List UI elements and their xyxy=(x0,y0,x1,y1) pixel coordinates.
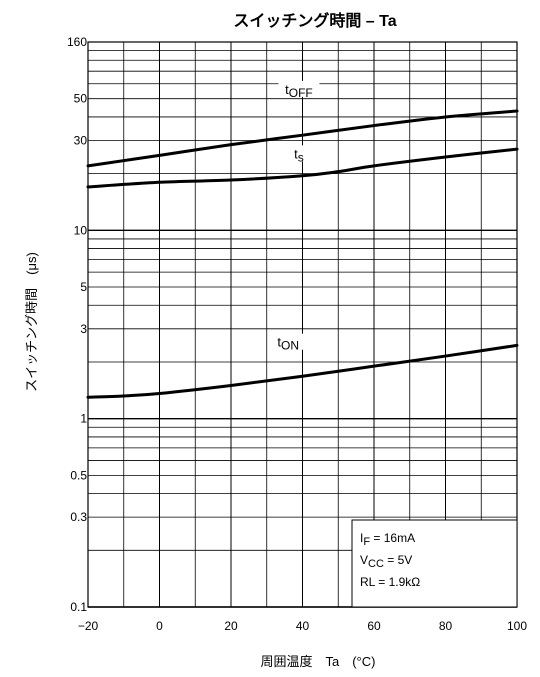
x-tick-label: 20 xyxy=(224,619,238,633)
x-tick-label: 0 xyxy=(156,619,163,633)
series-label: tOFF xyxy=(285,82,313,100)
y-tick-label: 50 xyxy=(74,92,88,106)
y-tick-labels: 0.1 0.3 0.5 1 3 5 10 30 50 160 xyxy=(67,35,87,614)
condition-line: VCC = 5V xyxy=(360,553,412,570)
chart-title: スイッチング時間 – Ta xyxy=(233,11,396,30)
y-tick-label: 5 xyxy=(80,280,87,294)
series-line xyxy=(86,343,519,399)
series-label-bg xyxy=(272,333,305,350)
y-tick-label: 0.1 xyxy=(70,600,87,614)
condition-line: RL = 1.9kΩ xyxy=(360,575,420,589)
series-line xyxy=(86,147,519,189)
x-tick-label: 100 xyxy=(507,619,527,633)
y-tick-label: 3 xyxy=(80,322,87,336)
y-tick-label: 0.5 xyxy=(70,468,87,482)
conditions-box: IF = 16mA VCC = 5V RL = 1.9kΩ xyxy=(351,519,518,608)
y-tick-label: 30 xyxy=(74,133,88,147)
series-label: ts xyxy=(294,146,304,164)
series-toff: tOFF xyxy=(86,80,519,168)
y-tick-label: 0.3 xyxy=(70,510,87,524)
y-tick-label: 10 xyxy=(74,223,88,237)
series-layer: tOFF ts tON xyxy=(86,80,519,399)
x-tick-labels: −20 0 20 40 60 80 100 xyxy=(78,619,528,633)
x-tick-label: 40 xyxy=(296,619,310,633)
series-line xyxy=(86,109,519,168)
series-label-bg xyxy=(278,80,320,97)
y-tick-label: 1 xyxy=(80,412,87,426)
x-tick-label: 80 xyxy=(439,619,453,633)
series-label: tON xyxy=(277,335,299,353)
y-tick-label: 160 xyxy=(67,35,87,49)
series-ton: tON xyxy=(86,333,519,399)
series-ts: ts xyxy=(86,145,519,189)
plot-frame xyxy=(87,41,518,608)
x-tick-label: −20 xyxy=(78,619,99,633)
conditions-box-frame xyxy=(351,519,518,608)
series-label-bg xyxy=(287,145,311,162)
x-tick-label: 60 xyxy=(367,619,381,633)
y-axis-label: スイッチング時間 (μs) xyxy=(24,252,39,392)
condition-line: IF = 16mA xyxy=(360,531,415,548)
x-axis-label: 周囲温度 Ta (°C) xyxy=(261,654,376,669)
